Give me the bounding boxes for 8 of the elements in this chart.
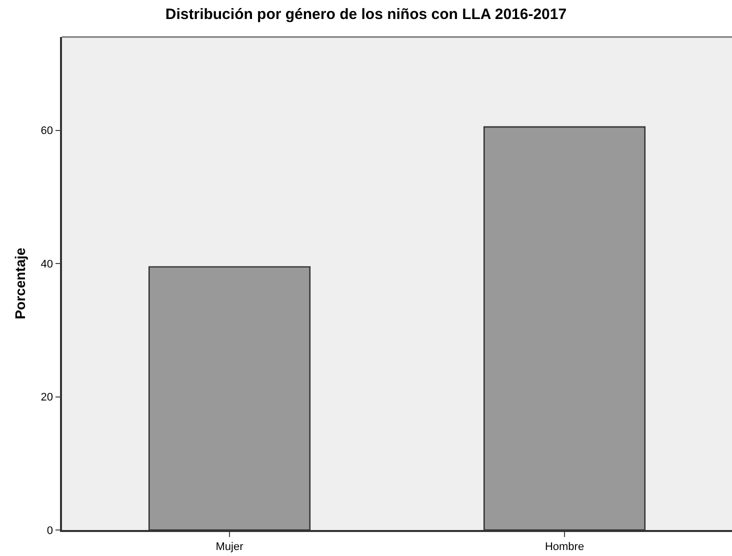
y-tick-label: 0 (46, 524, 54, 537)
y-tick-label: 40 (40, 258, 54, 270)
y-tick-label: 60 (40, 125, 54, 138)
y-tick-label: 20 (40, 392, 54, 404)
chart-title: Distribución por género de los niños con LLA 2016-2017 (165, 6, 567, 23)
x-tick-label: Mujer (216, 540, 244, 553)
x-tick-label: Hombre (544, 540, 584, 553)
y-axis-title: Porcentaje (12, 247, 28, 320)
